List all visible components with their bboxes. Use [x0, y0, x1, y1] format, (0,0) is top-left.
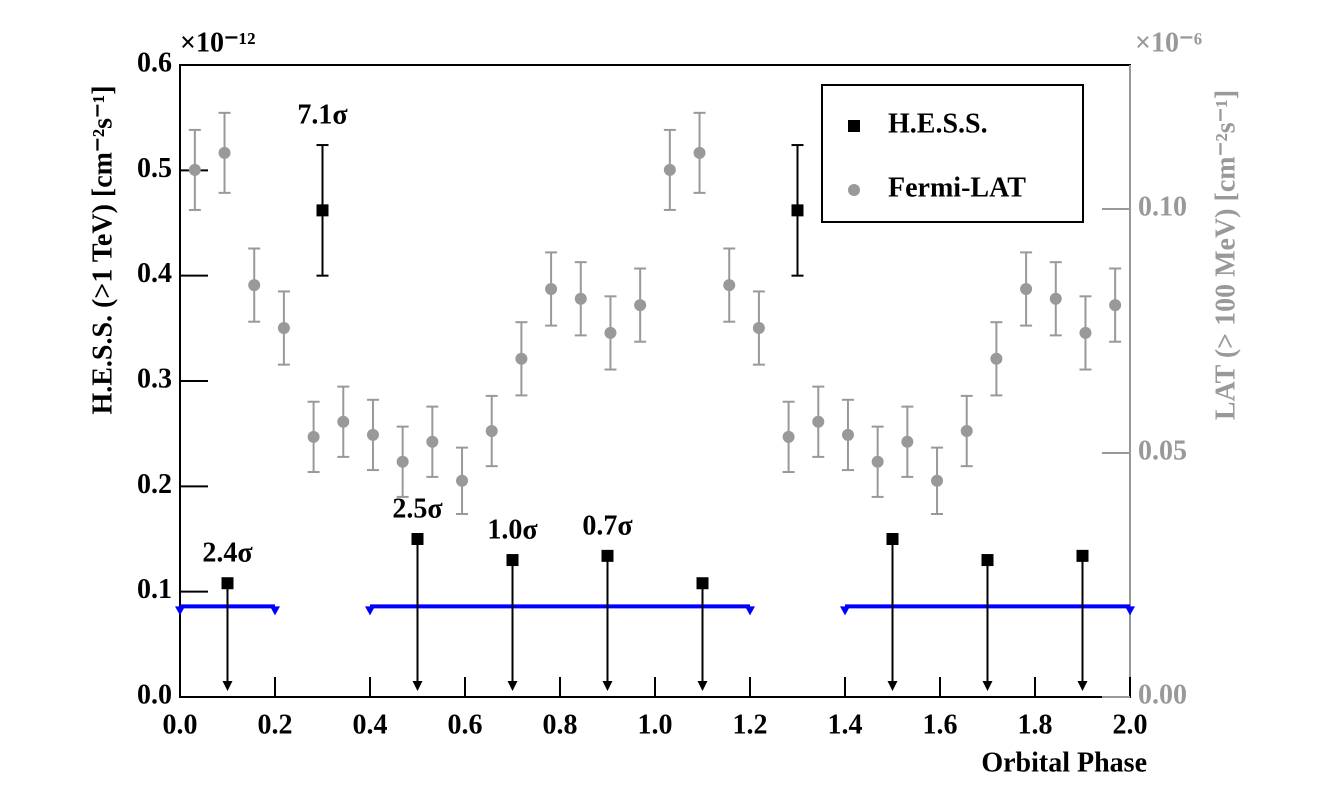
point: [307, 430, 320, 443]
x-tick-label: 1.8: [1018, 709, 1053, 740]
y-tick-label: 0.1: [137, 574, 172, 605]
upper-limit-head: [982, 681, 993, 691]
point: [960, 425, 973, 438]
x-tick-label: 1.4: [828, 709, 863, 740]
point: [601, 549, 614, 562]
upper-limit-head: [602, 681, 613, 691]
limit-end: [270, 606, 280, 616]
point: [1079, 326, 1092, 339]
point: [752, 322, 765, 335]
significance-label: 2.4σ: [202, 538, 253, 569]
significance-label: 7.1σ: [297, 99, 348, 130]
point: [841, 428, 854, 441]
y2-tick-label: 0.10: [1138, 191, 1187, 222]
point: [931, 474, 944, 487]
point: [396, 455, 409, 468]
y-tick-label: 0.3: [137, 363, 172, 394]
x-tick-label: 0.4: [353, 709, 388, 740]
point: [981, 554, 994, 567]
point: [604, 326, 617, 339]
point: [696, 577, 709, 590]
point: [316, 204, 329, 217]
point: [1049, 292, 1062, 305]
x-tick-label: 1.2: [733, 709, 768, 740]
point: [634, 299, 647, 312]
significance-label: 1.0σ: [487, 514, 538, 545]
x-tick-label: 2.0: [1113, 709, 1148, 740]
legend-label: Fermi-LAT: [888, 172, 1026, 203]
y-tick-label: 0.0: [137, 679, 172, 710]
y2-tick-label: 0.05: [1138, 435, 1187, 466]
y2-multiplier: ×10⁻⁶: [1135, 27, 1202, 58]
legend-marker: [848, 120, 860, 132]
significance-label: 2.5σ: [392, 493, 443, 524]
x-tick-label: 0.0: [163, 709, 198, 740]
y-tick-label: 0.2: [137, 469, 172, 500]
point: [871, 455, 884, 468]
point: [693, 146, 706, 159]
point: [791, 204, 804, 217]
y-multiplier: ×10⁻¹²: [180, 27, 256, 58]
point: [515, 352, 528, 365]
point: [218, 146, 231, 159]
x-tick-label: 0.2: [258, 709, 293, 740]
point: [574, 292, 587, 305]
point: [426, 435, 439, 448]
legend-box: [821, 84, 1084, 223]
y2-tick-label: 0.00: [1138, 679, 1187, 710]
x-tick-label: 1.0: [638, 709, 673, 740]
y-tick-label: 0.6: [137, 47, 172, 78]
point: [337, 415, 350, 428]
significance-label: 0.7σ: [582, 510, 633, 541]
y2-axis-label: LAT (> 100 MeV) [cm⁻²s⁻¹]: [1210, 90, 1241, 420]
point: [221, 577, 234, 590]
point: [485, 425, 498, 438]
upper-limit-head: [412, 681, 423, 691]
y-tick-label: 0.4: [137, 258, 172, 289]
limit-end: [1125, 606, 1135, 616]
point: [277, 322, 290, 335]
point: [456, 474, 469, 487]
upper-limit-head: [887, 681, 898, 691]
limit-end: [745, 606, 755, 616]
limit-end: [840, 606, 850, 616]
limit-end: [175, 606, 185, 616]
point: [1020, 283, 1033, 296]
legend-label: H.E.S.S.: [888, 108, 988, 139]
point: [366, 428, 379, 441]
upper-limit-head: [1077, 681, 1088, 691]
point: [248, 279, 261, 292]
point: [990, 352, 1003, 365]
legend-marker: [848, 184, 860, 196]
point: [506, 554, 519, 567]
point: [782, 430, 795, 443]
point: [663, 163, 676, 176]
y-tick-label: 0.5: [137, 153, 172, 184]
point: [886, 533, 899, 545]
y-axis-label: H.E.S.S. (>1 TeV) [cm⁻²s⁻¹]: [87, 85, 118, 414]
x-tick-label: 0.6: [448, 709, 483, 740]
upper-limit-head: [222, 681, 233, 691]
point: [188, 163, 201, 176]
limit-end: [365, 606, 375, 616]
point: [1109, 299, 1122, 312]
point: [1076, 549, 1089, 562]
x-tick-label: 1.6: [923, 709, 958, 740]
upper-limit-head: [507, 681, 518, 691]
point: [723, 279, 736, 292]
point: [545, 283, 558, 296]
point: [901, 435, 914, 448]
x-tick-label: 0.8: [543, 709, 578, 740]
x-axis-label: Orbital Phase: [981, 747, 1147, 778]
point: [812, 415, 825, 428]
upper-limit-head: [697, 681, 708, 691]
point: [411, 533, 424, 545]
